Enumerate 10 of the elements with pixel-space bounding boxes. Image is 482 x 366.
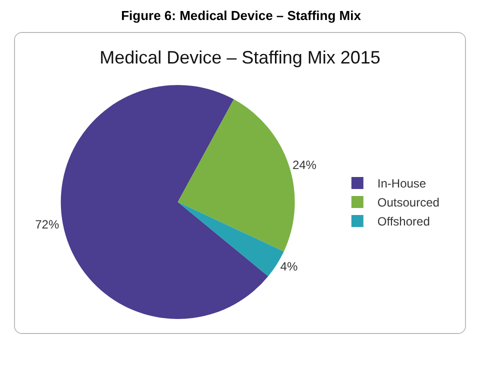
data-label: 24% <box>292 158 317 172</box>
data-label: 4% <box>280 259 298 274</box>
data-label: 72% <box>35 218 60 232</box>
legend-label: Offshored <box>377 214 430 229</box>
legend-label: In-House <box>377 176 426 191</box>
pie-slice <box>178 99 295 252</box>
legend-label: Outsourced <box>377 196 440 210</box>
chart-subtitle: Medical Device – Staffing Mix 2015 <box>100 48 380 68</box>
chart-title: Figure 6: Medical Device – Staffing Mix <box>120 8 362 25</box>
pie-slice <box>60 85 268 319</box>
